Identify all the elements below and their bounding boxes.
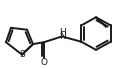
Text: N: N	[59, 32, 65, 41]
Text: H: H	[59, 28, 65, 37]
Text: S: S	[19, 50, 25, 59]
Text: O: O	[41, 59, 47, 67]
